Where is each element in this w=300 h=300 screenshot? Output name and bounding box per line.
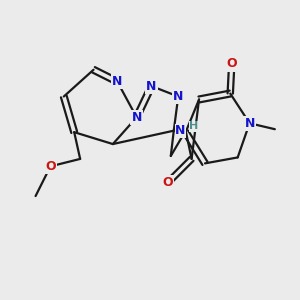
Text: N: N [244, 117, 255, 130]
Text: O: O [45, 160, 56, 173]
Text: O: O [226, 57, 237, 70]
Text: N: N [146, 80, 157, 93]
Text: N: N [112, 75, 122, 88]
Text: N: N [175, 124, 185, 137]
Text: N: N [131, 111, 142, 124]
Text: O: O [163, 176, 173, 189]
Text: H: H [189, 121, 199, 131]
Text: N: N [173, 90, 183, 103]
